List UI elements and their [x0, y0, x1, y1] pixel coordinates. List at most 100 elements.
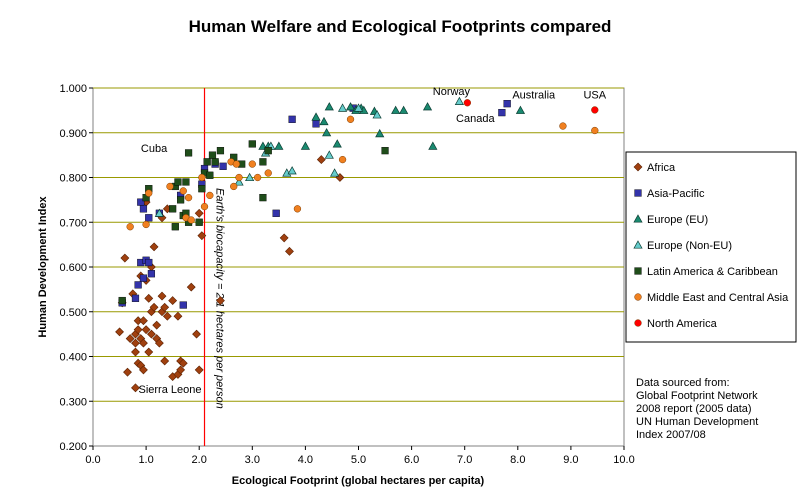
- point-annotations: Norway Australia USA Canada Cuba Sierra Leone: [138, 86, 606, 396]
- data-point: [118, 296, 126, 305]
- data-point: [375, 128, 385, 138]
- data-point: [463, 99, 472, 107]
- data-points: [115, 96, 599, 393]
- data-point: [134, 281, 142, 289]
- data-point: [322, 128, 332, 137]
- x-axis-ticks: 0.0 1.0 2.0 3.0 4.0 5.0 6.0 7.0 8.0 9.0 10.0: [85, 446, 635, 466]
- legend-marker: [634, 267, 642, 275]
- data-point: [179, 187, 187, 195]
- data-point: [399, 105, 409, 114]
- data-point: [391, 105, 401, 114]
- data-point: [253, 173, 262, 182]
- data-point: [248, 160, 256, 168]
- legend-label: Asia-Pacific: [647, 188, 705, 200]
- x-tick-label: 7.0: [457, 454, 472, 466]
- legend-label: Middle East and Central Asia: [647, 292, 789, 304]
- data-point: [428, 141, 438, 150]
- data-point: [184, 193, 193, 202]
- y-tick-label: 0.300: [59, 396, 87, 408]
- annotation-label: USA: [583, 89, 606, 101]
- series-asia-pacific: [118, 100, 511, 309]
- data-point: [203, 158, 211, 166]
- data-point: [422, 102, 433, 111]
- data-point: [173, 311, 183, 321]
- data-point: [206, 171, 214, 179]
- data-point: [300, 141, 310, 150]
- y-tick-label: 0.800: [59, 173, 87, 185]
- data-point: [157, 291, 167, 301]
- data-point: [126, 223, 134, 231]
- data-point: [311, 112, 321, 121]
- data-point: [139, 365, 148, 375]
- source-line: Data sourced from:: [636, 377, 730, 389]
- data-point: [338, 155, 347, 164]
- data-point: [131, 347, 140, 357]
- x-tick-label: 10.0: [613, 454, 634, 466]
- data-point: [145, 258, 153, 267]
- data-point: [139, 316, 148, 326]
- x-axis-title: Ecological Footprint (global hectares pe…: [232, 475, 485, 487]
- data-point: [120, 253, 130, 263]
- legend-label: Europe (EU): [647, 214, 708, 226]
- data-point: [346, 115, 355, 123]
- data-point: [279, 233, 289, 243]
- data-point: [182, 178, 190, 186]
- data-point: [274, 141, 284, 150]
- data-point: [160, 356, 170, 366]
- gridlines: [93, 87, 624, 402]
- data-point: [176, 365, 186, 375]
- y-tick-label: 0.600: [59, 262, 87, 274]
- data-point: [515, 105, 526, 114]
- data-point: [146, 329, 156, 339]
- data-point: [591, 126, 599, 135]
- data-point: [503, 100, 511, 108]
- annotation-label: Canada: [456, 113, 495, 125]
- x-tick-label: 0.0: [85, 454, 100, 466]
- y-tick-label: 0.900: [59, 128, 87, 140]
- data-point: [293, 205, 302, 213]
- data-point: [454, 96, 464, 105]
- data-point: [219, 162, 227, 170]
- data-point: [149, 242, 159, 252]
- x-tick-label: 4.0: [298, 454, 313, 466]
- data-point: [259, 194, 267, 202]
- data-point: [230, 182, 238, 191]
- data-point: [312, 120, 320, 128]
- data-point: [141, 325, 151, 335]
- x-tick-label: 8.0: [510, 454, 525, 466]
- data-point: [179, 301, 187, 309]
- data-point: [235, 173, 243, 182]
- data-point: [115, 327, 124, 337]
- y-tick-label: 0.200: [59, 441, 87, 453]
- data-point: [591, 106, 599, 114]
- data-point: [168, 296, 178, 305]
- data-point: [208, 151, 217, 159]
- data-point: [147, 270, 156, 278]
- legend-label: North America: [647, 318, 718, 330]
- data-point: [123, 367, 132, 377]
- data-point: [332, 139, 342, 148]
- data-point: [372, 110, 382, 119]
- legend-marker: [633, 240, 643, 249]
- series-north-america: [463, 99, 599, 114]
- source-line: Index 2007/08: [636, 429, 706, 441]
- data-point: [186, 282, 196, 292]
- data-point: [287, 166, 297, 175]
- data-point: [498, 109, 506, 117]
- annotation-label: Cuba: [141, 143, 168, 155]
- data-point: [154, 208, 164, 217]
- data-point: [288, 115, 296, 123]
- data-point: [192, 329, 201, 339]
- source-note: Data sourced from:Global Footprint Netwo…: [636, 377, 758, 441]
- x-tick-label: 5.0: [351, 454, 366, 466]
- data-point: [194, 365, 204, 375]
- data-point: [285, 246, 294, 256]
- data-point: [198, 185, 206, 193]
- data-point: [381, 147, 389, 155]
- data-point: [145, 214, 153, 222]
- data-point: [144, 347, 154, 357]
- annotation-label: Norway: [433, 86, 471, 98]
- data-point: [245, 172, 255, 182]
- data-point: [232, 160, 241, 168]
